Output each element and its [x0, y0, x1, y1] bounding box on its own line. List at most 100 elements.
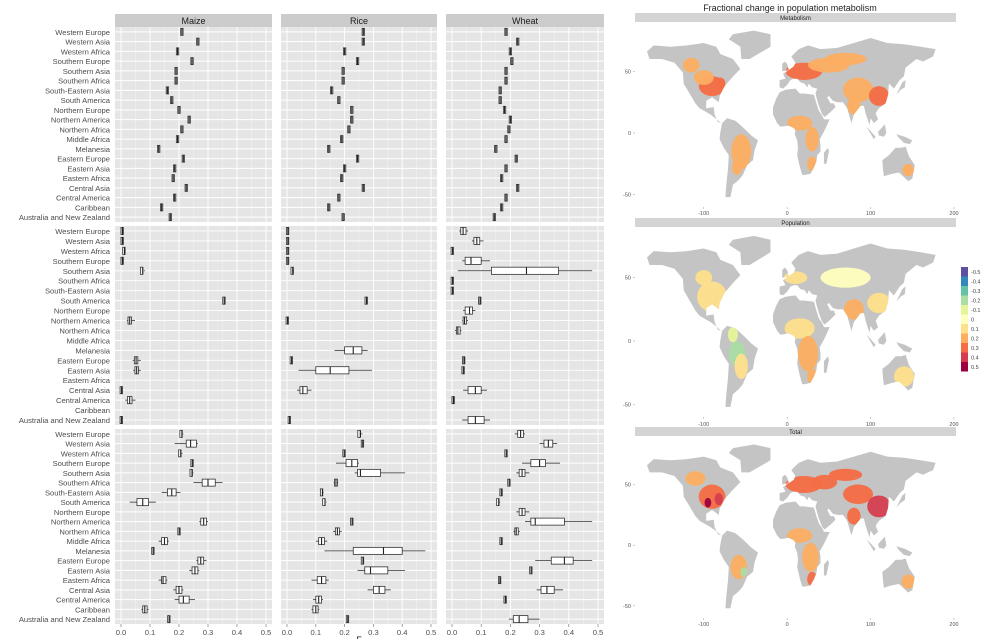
legend-label: -0.5: [971, 270, 980, 276]
box-mark: [516, 507, 530, 516]
box-mark: [171, 174, 175, 183]
category-label: Central Asia: [69, 184, 111, 193]
box-mark: [340, 174, 344, 183]
box-mark: [158, 576, 168, 585]
map-panel-title: Total: [789, 430, 802, 436]
box-mark: [462, 256, 490, 265]
box-mark: [345, 615, 350, 624]
box-mark: [499, 537, 503, 546]
category-label: Northern Africa: [59, 326, 110, 335]
category-label: Eastern Asia: [67, 366, 110, 375]
box-mark: [504, 76, 508, 85]
map-region-color: [715, 77, 726, 90]
map-x-tick-label: 200: [949, 622, 958, 628]
category-label: Eastern Africa: [63, 376, 111, 385]
category-label: Central America: [56, 596, 111, 605]
continent: [728, 235, 771, 265]
category-label: Caribbean: [75, 605, 110, 614]
box-mark: [350, 115, 354, 124]
legend-swatch: [961, 305, 968, 315]
box-mark: [536, 585, 563, 594]
map-fill: [685, 468, 915, 589]
map-region-color: [867, 495, 891, 518]
category-label: Western Asia: [65, 38, 110, 47]
category-label: Australia and New Zealand: [19, 213, 110, 222]
category-label: Central Asia: [69, 386, 111, 395]
x-axis-title: F: [356, 635, 362, 639]
category-label: Melanesia: [75, 547, 110, 556]
map-region-color: [902, 163, 914, 177]
box-mark: [151, 546, 155, 555]
box-mark: [355, 154, 360, 163]
map-region-color: [685, 471, 706, 486]
box-body: [299, 386, 308, 395]
box-mark: [173, 193, 177, 202]
box-mark: [178, 449, 183, 458]
box-mark: [311, 605, 320, 614]
box-body: [550, 556, 574, 565]
box-mark: [492, 213, 496, 222]
box-mark: [139, 266, 145, 275]
category-label: Melanesia: [75, 145, 110, 154]
category-label: Middle Africa: [67, 537, 111, 546]
category-label: South America: [61, 297, 111, 306]
box-mark: [350, 105, 354, 114]
box-body: [357, 468, 381, 477]
continent: [896, 286, 906, 302]
map-region-color: [843, 77, 874, 103]
box-mark: [119, 386, 123, 395]
category-label: Eastern Europe: [57, 155, 110, 164]
x-axis-tick-label: 0.1: [311, 628, 322, 637]
map-x-tick-label: 0: [786, 622, 789, 628]
box-mark: [516, 37, 520, 46]
box-mark: [498, 96, 502, 105]
map-region-color: [732, 160, 743, 175]
box-body: [467, 386, 482, 395]
box-body: [352, 546, 403, 555]
continent: [896, 134, 913, 145]
box-mark: [510, 57, 514, 66]
map-x-tick-label: 100: [866, 422, 875, 428]
category-label: Eastern Europe: [57, 356, 110, 365]
map-region-color: [704, 497, 712, 508]
x-axis-tick-label: 0.5: [593, 628, 604, 637]
map-region-color: [731, 134, 752, 169]
map-region-color: [787, 115, 813, 131]
legend-swatch: [961, 324, 968, 334]
box-body: [464, 306, 473, 315]
legend-swatch: [961, 286, 968, 296]
box-mark: [298, 366, 372, 375]
box-mark: [322, 498, 327, 507]
box-mark: [354, 468, 406, 477]
box-mark: [312, 595, 323, 604]
box-mark: [457, 266, 593, 275]
category-label: South America: [61, 96, 111, 105]
category-label: Melanesia: [75, 346, 110, 355]
map-region-color: [740, 567, 748, 577]
map-region-color: [727, 327, 738, 343]
box-mark: [289, 356, 293, 365]
box-mark: [508, 615, 540, 624]
box-body: [357, 429, 361, 438]
x-axis-tick-label: 0.0: [282, 628, 293, 637]
map-y-tick-label: 50: [625, 483, 631, 489]
box-mark: [504, 27, 508, 36]
box-mark: [189, 468, 194, 477]
map-region-color: [812, 474, 838, 490]
legend-swatch: [961, 362, 968, 372]
legend-swatch: [961, 352, 968, 362]
map-region-color: [798, 335, 819, 372]
category-label: Southern Europe: [53, 257, 110, 266]
box-mark: [333, 527, 342, 536]
category-label: Middle Africa: [67, 135, 111, 144]
box-mark: [361, 27, 365, 36]
category-label: Western Africa: [61, 247, 111, 256]
box-mark: [180, 125, 184, 134]
x-axis-tick-label: 0.2: [339, 628, 350, 637]
continent: [878, 124, 887, 137]
map-region-color: [802, 542, 819, 572]
x-axis-tick-label: 0.0: [116, 628, 127, 637]
category-label: South America: [61, 498, 111, 507]
x-axis-tick-label: 0.3: [203, 628, 214, 637]
category-label: Eastern Africa: [63, 576, 111, 585]
